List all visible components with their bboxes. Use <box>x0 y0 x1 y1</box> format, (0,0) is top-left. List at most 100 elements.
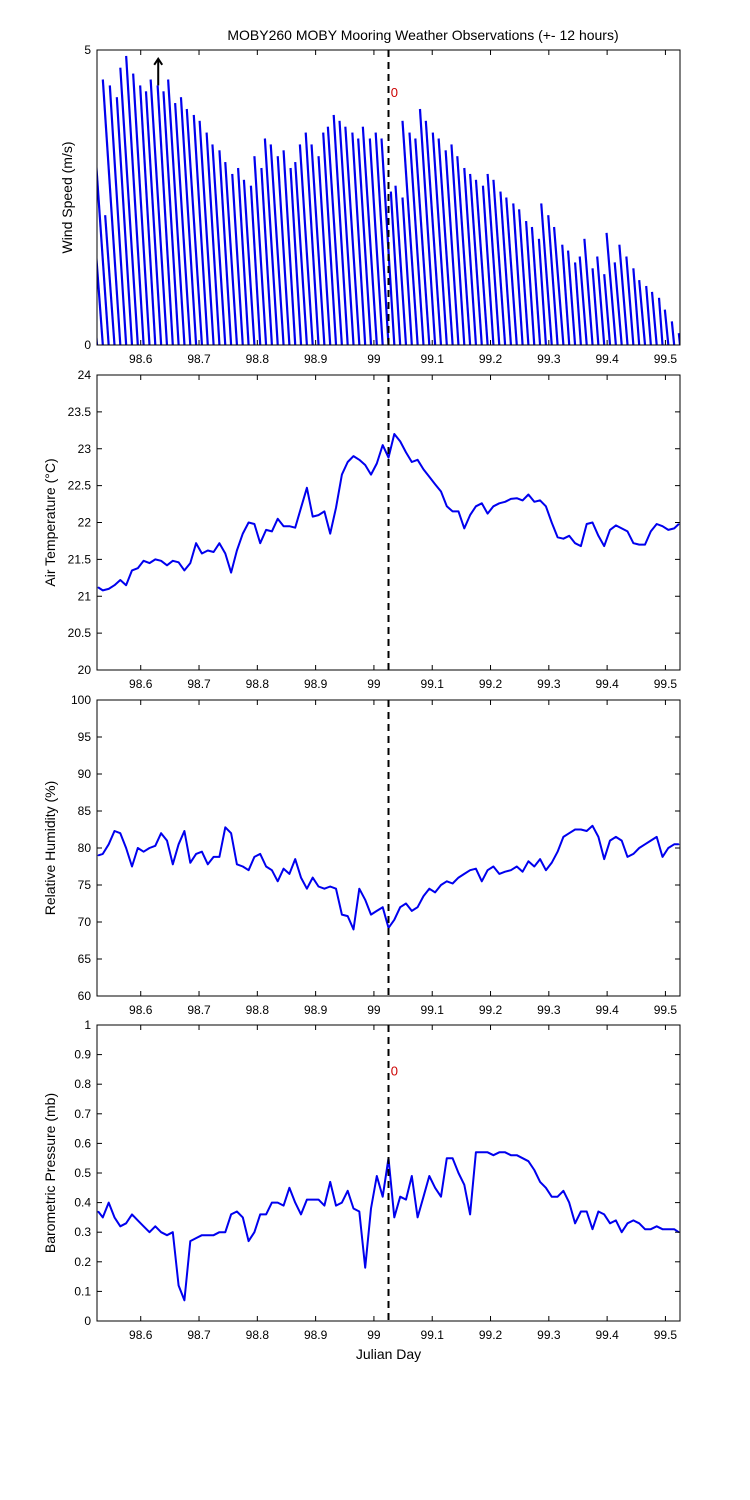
wind-vector <box>357 138 373 345</box>
wind-vector <box>408 132 425 345</box>
humidity-point <box>271 869 273 871</box>
wind-vector <box>566 250 577 345</box>
wind-vector <box>326 126 343 345</box>
humidity-point <box>521 871 524 873</box>
pressure-point <box>650 1228 652 1230</box>
humidity-point <box>586 830 588 832</box>
pressure-point <box>347 1190 349 1192</box>
humidity-point <box>603 858 605 860</box>
air-temp-point <box>341 473 343 476</box>
pressure-point <box>621 1231 623 1233</box>
air-temp-point <box>108 588 110 590</box>
wind-y-axis-label: Wind Speed (m/s) <box>59 141 75 253</box>
wind-vector <box>414 138 431 345</box>
air-temp-point <box>131 569 133 572</box>
wind-vector <box>401 197 413 345</box>
humidity-point <box>247 869 250 871</box>
air-temp-ytick-label: 20.5 <box>68 626 92 640</box>
humidity-point <box>213 856 215 858</box>
air-temp-y-axis-label: Air Temperature (°C) <box>42 458 58 586</box>
humidity-point <box>253 856 256 858</box>
pressure-point <box>434 1187 436 1189</box>
wind-vector <box>156 85 174 345</box>
air-temp-point <box>609 529 611 531</box>
pressure-ytick-label: 0.2 <box>74 1255 91 1269</box>
air-temp-point <box>568 535 570 537</box>
wind-vector <box>298 144 314 345</box>
humidity-point <box>632 853 634 855</box>
humidity-point <box>148 847 151 849</box>
air-temp-point <box>137 567 139 569</box>
wind-vector <box>463 167 478 345</box>
pressure-point <box>487 1151 489 1153</box>
air-temp-point <box>399 440 401 442</box>
humidity-point <box>113 830 116 832</box>
wind-vector <box>101 79 122 345</box>
pressure-point <box>97 1210 99 1213</box>
pressure-point <box>475 1151 477 1153</box>
air-temp-point <box>516 497 518 499</box>
wind-vector <box>231 173 244 345</box>
air-temp-ytick-label: 23 <box>78 442 92 456</box>
air-temp-point <box>224 552 226 555</box>
pressure-ytick-label: 0.6 <box>74 1136 91 1150</box>
pressure-point <box>335 1204 337 1207</box>
humidity-ytick-label: 75 <box>78 878 92 892</box>
air-temp-point <box>417 459 419 461</box>
pressure-point <box>166 1234 168 1236</box>
wind-vector <box>512 203 524 345</box>
pressure-point <box>521 1157 524 1159</box>
pressure-point <box>492 1154 495 1156</box>
wind-vector <box>310 144 326 345</box>
pressure-point <box>446 1157 448 1159</box>
humidity-xtick-label: 99.5 <box>654 1003 678 1017</box>
wind-vector <box>205 132 221 345</box>
humidity-point <box>125 847 127 849</box>
pressure-point <box>352 1207 355 1210</box>
wind-vector <box>389 191 402 345</box>
air-temp-ytick-label: 22 <box>78 516 92 530</box>
wind-vector <box>537 238 548 345</box>
wind-vector <box>304 132 320 345</box>
pressure-point <box>300 1213 302 1216</box>
pressure-xtick-label: 99.1 <box>421 1328 445 1342</box>
humidity-xtick-label: 99.3 <box>537 1003 561 1017</box>
humidity-xtick-label: 98.6 <box>129 1003 153 1017</box>
wind-vector <box>469 173 483 345</box>
air-temp-point <box>463 527 465 530</box>
humidity-point <box>259 853 261 855</box>
pressure-point <box>323 1204 325 1207</box>
humidity-point <box>172 863 174 865</box>
wind-vector <box>108 85 128 345</box>
humidity-point <box>218 856 221 858</box>
pressure-point <box>224 1231 226 1233</box>
wind-vector <box>104 215 116 345</box>
wind-vector <box>322 132 338 345</box>
air-temp-point <box>195 542 197 544</box>
air-temp-ytick-label: 22.5 <box>68 479 92 493</box>
humidity-xtick-label: 98.9 <box>304 1003 328 1017</box>
wind-series-group <box>97 55 680 345</box>
air-temp-point <box>504 501 506 503</box>
air-temp-point <box>329 532 331 535</box>
pressure-point <box>656 1225 658 1227</box>
air-temp-point <box>300 507 302 509</box>
wind-vector <box>657 297 664 345</box>
air-temp-point <box>673 527 675 530</box>
wind-vector <box>97 251 104 345</box>
wind-vector <box>236 167 250 345</box>
pressure-point <box>317 1199 320 1201</box>
humidity-point <box>131 865 133 868</box>
pressure-point <box>527 1160 530 1162</box>
wind-vector <box>499 191 513 345</box>
humidity-point <box>644 843 646 845</box>
air-temp-point <box>411 461 413 463</box>
humidity-point <box>178 843 180 845</box>
humidity-point <box>358 888 360 890</box>
pressure-point <box>417 1216 419 1218</box>
wind-vector <box>645 285 652 345</box>
pressure-point <box>253 1231 256 1233</box>
humidity-point <box>667 847 669 849</box>
wind-vector <box>167 79 186 345</box>
humidity-point <box>102 853 104 855</box>
